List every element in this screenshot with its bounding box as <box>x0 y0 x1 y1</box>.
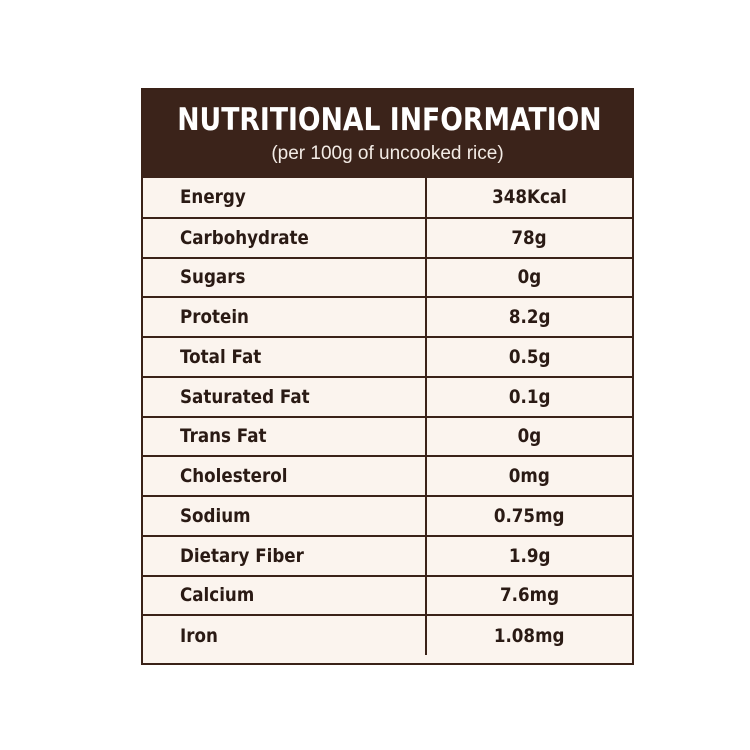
nutrition-title: NUTRITIONAL INFORMATION <box>177 102 602 138</box>
nutrient-label: Calcium <box>143 575 427 617</box>
table-row: Protein 8.2g <box>143 297 632 338</box>
nutrition-table: Energy 348Kcal Carbohydrate 78g Sugars 0… <box>143 178 632 655</box>
nutrient-label: Trans Fat <box>143 416 427 458</box>
table-row: Dietary Fiber 1.9g <box>143 535 632 577</box>
nutrient-label: Sugars <box>143 257 427 299</box>
nutrient-value: 8.2g <box>426 297 632 338</box>
table-row: Energy 348Kcal <box>143 178 632 219</box>
nutrient-value: 0g <box>426 257 632 299</box>
nutrient-value: 0mg <box>426 456 632 497</box>
nutrient-value: 78g <box>426 217 632 259</box>
table-row: Iron 1.08mg <box>143 615 632 655</box>
nutrient-value: 0.1g <box>426 376 632 418</box>
table-row: Total Fat 0.5g <box>143 337 632 378</box>
nutrient-value: 1.9g <box>426 535 632 577</box>
nutrient-value: 7.6mg <box>426 575 632 617</box>
nutrient-label: Protein <box>143 297 427 338</box>
nutrition-header: NUTRITIONAL INFORMATION (per 100g of unc… <box>143 90 632 178</box>
nutrient-label: Iron <box>143 615 427 655</box>
nutrition-panel: NUTRITIONAL INFORMATION (per 100g of unc… <box>141 88 634 665</box>
nutrient-label: Dietary Fiber <box>143 535 427 577</box>
nutrient-label: Saturated Fat <box>143 376 427 418</box>
table-row: Calcium 7.6mg <box>143 575 632 617</box>
table-row: Saturated Fat 0.1g <box>143 376 632 418</box>
table-row: Cholesterol 0mg <box>143 456 632 497</box>
table-row: Sodium 0.75mg <box>143 496 632 537</box>
nutrient-value: 348Kcal <box>426 178 632 219</box>
nutrient-value: 0.5g <box>426 337 632 378</box>
table-row: Trans Fat 0g <box>143 416 632 458</box>
nutrient-label: Total Fat <box>143 337 427 378</box>
nutrient-value: 0.75mg <box>426 496 632 537</box>
table-row: Sugars 0g <box>143 257 632 299</box>
nutrient-value: 1.08mg <box>494 624 565 647</box>
nutrient-label: Energy <box>143 178 427 219</box>
nutrient-label: Sodium <box>143 496 427 537</box>
nutrition-subtitle: (per 100g of uncooked rice) <box>271 143 504 164</box>
nutrient-value: 0g <box>426 416 632 458</box>
nutrient-label: Carbohydrate <box>143 217 427 259</box>
table-row: Carbohydrate 78g <box>143 217 632 259</box>
nutrient-label: Cholesterol <box>143 456 427 497</box>
